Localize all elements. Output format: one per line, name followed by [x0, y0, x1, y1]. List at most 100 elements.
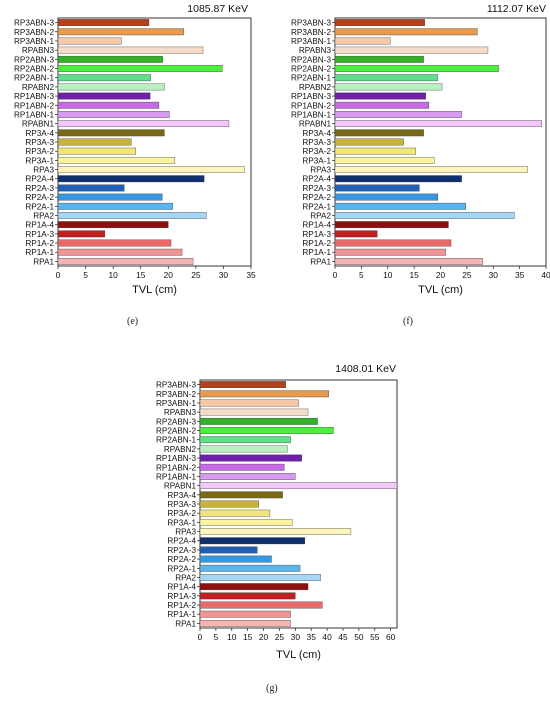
x-tick-label-5: 5 — [214, 632, 219, 642]
bar-RP2A-1 — [334, 202, 466, 210]
category-label-RP3A-1: RP3A-1 — [302, 156, 331, 165]
bar-RP1ABN-3 — [334, 92, 426, 100]
bar-RP3ABN-2 — [57, 28, 184, 36]
category-label-RP2A-1: RP2A-1 — [25, 202, 54, 211]
category-label-RPABN2: RPABN2 — [299, 83, 332, 92]
x-tick-label-25: 25 — [275, 632, 285, 642]
bar-RPA1 — [334, 258, 483, 265]
bar-RP1A-1 — [199, 610, 291, 618]
category-label-RPABN3: RPABN3 — [22, 46, 55, 55]
x-tick-label-15: 15 — [243, 632, 253, 642]
category-label-RP1ABN-3: RP1ABN-3 — [156, 454, 196, 463]
bar-RP2A-1 — [57, 202, 173, 210]
category-label-RP1ABN-2: RP1ABN-2 — [156, 463, 196, 472]
bar-RP3A-1 — [199, 518, 293, 526]
x-axis-label: TVL (cm) — [418, 284, 463, 296]
bar-RP2ABN-3 — [57, 55, 163, 63]
category-label-RP3A-4: RP3A-4 — [167, 491, 196, 500]
category-label-RP3ABN-2: RP3ABN-2 — [291, 28, 331, 37]
category-label-RP2A-4: RP2A-4 — [167, 537, 196, 546]
bar-RPABN1 — [199, 482, 398, 490]
category-label-RP1ABN-1: RP1ABN-1 — [14, 110, 54, 119]
x-axis-label: TVL (cm) — [276, 649, 321, 661]
category-label-RP3A-4: RP3A-4 — [302, 129, 331, 138]
category-label-RP1A-1: RP1A-1 — [167, 610, 196, 619]
x-tick-label-5: 5 — [359, 270, 364, 280]
bar-RP2A-4 — [57, 175, 205, 183]
category-label-RP3A-3: RP3A-3 — [302, 138, 331, 147]
bar-RP3A-3 — [199, 500, 259, 508]
bar-RP3ABN-3 — [334, 19, 425, 26]
category-label-RP3ABN-1: RP3ABN-1 — [291, 37, 331, 46]
bar-RP2ABN-3 — [334, 55, 424, 63]
bar-RP2ABN-2 — [199, 427, 334, 434]
x-tick-label-25: 25 — [462, 270, 472, 280]
bar-RP1A-4 — [57, 221, 169, 229]
bar-RP2A-3 — [334, 184, 420, 192]
bar-RP2ABN-1 — [57, 74, 151, 82]
category-label-RPABN2: RPABN2 — [164, 445, 197, 454]
bar-RP3ABN-2 — [199, 390, 329, 398]
x-tick-label-30: 30 — [219, 270, 229, 280]
category-label-RPA2: RPA2 — [310, 211, 331, 220]
category-label-RP3ABN-1: RP3ABN-1 — [156, 399, 196, 408]
x-tick-label-35: 35 — [515, 270, 525, 280]
category-label-RP3A-4: RP3A-4 — [25, 129, 54, 138]
x-tick-label-5: 5 — [83, 270, 88, 280]
category-label-RP3A-1: RP3A-1 — [25, 156, 54, 165]
chart-panel-1: RP3ABN-3RP3ABN-2RP3ABN-1RPABN3RP2ABN-3RP… — [291, 3, 550, 296]
category-label-RP2A-4: RP2A-4 — [302, 175, 331, 184]
bar-RP2ABN-2 — [57, 65, 223, 72]
x-tick-label-45: 45 — [338, 632, 348, 642]
category-label-RPABN1: RPABN1 — [22, 120, 55, 129]
category-label-RPABN3: RPABN3 — [299, 46, 332, 55]
x-axis-label: TVL (cm) — [132, 284, 177, 296]
category-label-RP3ABN-1: RP3ABN-1 — [14, 37, 54, 46]
category-label-RP2ABN-2: RP2ABN-2 — [291, 65, 331, 74]
category-label-RP1ABN-1: RP1ABN-1 — [156, 472, 196, 481]
category-label-RP2A-4: RP2A-4 — [25, 175, 54, 184]
bar-RP2A-2 — [57, 193, 163, 201]
bar-RP3A-2 — [334, 147, 416, 155]
category-label-RP1A-4: RP1A-4 — [25, 221, 54, 230]
x-tick-label-0: 0 — [333, 270, 338, 280]
category-label-RP2ABN-1: RP2ABN-1 — [14, 74, 54, 83]
category-label-RP2ABN-3: RP2ABN-3 — [14, 55, 54, 64]
panel-label-e: (e) — [127, 316, 139, 327]
panel-label-g: (g) — [266, 683, 278, 694]
category-label-RP2ABN-2: RP2ABN-2 — [156, 427, 196, 436]
bar-RP3A-3 — [57, 138, 132, 146]
category-label-RPA1: RPA1 — [175, 619, 196, 628]
category-label-RP1ABN-3: RP1ABN-3 — [14, 92, 54, 101]
bar-RP2A-2 — [199, 555, 272, 563]
category-label-RP3A-2: RP3A-2 — [167, 509, 196, 518]
bar-RP1A-2 — [334, 239, 452, 247]
bar-RPABN2 — [334, 83, 443, 91]
x-tick-label-20: 20 — [164, 270, 174, 280]
category-label-RP1ABN-2: RP1ABN-2 — [291, 101, 331, 110]
bar-RP1A-1 — [334, 248, 446, 256]
bar-RP1A-4 — [199, 583, 309, 591]
chart-panel-0: RP3ABN-3RP3ABN-2RP3ABN-1RPABN3RP2ABN-3RP… — [14, 3, 256, 296]
bar-RP2A-4 — [334, 175, 462, 183]
chart-panel-2: RP3ABN-3RP3ABN-2RP3ABN-1RPABN3RP2ABN-3RP… — [156, 363, 398, 661]
x-tick-label-60: 60 — [386, 632, 396, 642]
category-label-RP2ABN-1: RP2ABN-1 — [291, 74, 331, 83]
bar-RP1ABN-2 — [334, 101, 430, 109]
bar-RP3ABN-1 — [334, 37, 391, 45]
panel-label-f: (f) — [403, 316, 413, 327]
bar-RP2A-4 — [199, 537, 306, 545]
category-label-RP1A-2: RP1A-2 — [25, 239, 54, 248]
bar-RPABN3 — [57, 46, 204, 54]
bar-RP1ABN-3 — [57, 92, 151, 100]
x-tick-label-40: 40 — [322, 632, 332, 642]
category-label-RP1A-4: RP1A-4 — [167, 583, 196, 592]
bar-RP1ABN-2 — [199, 463, 285, 471]
bar-RP3ABN-1 — [199, 399, 299, 407]
bar-RPA3 — [334, 166, 528, 173]
category-label-RPA1: RPA1 — [310, 257, 331, 266]
bar-RP2A-3 — [199, 546, 258, 554]
category-label-RP1A-1: RP1A-1 — [302, 248, 331, 257]
category-label-RP2A-2: RP2A-2 — [167, 555, 196, 564]
